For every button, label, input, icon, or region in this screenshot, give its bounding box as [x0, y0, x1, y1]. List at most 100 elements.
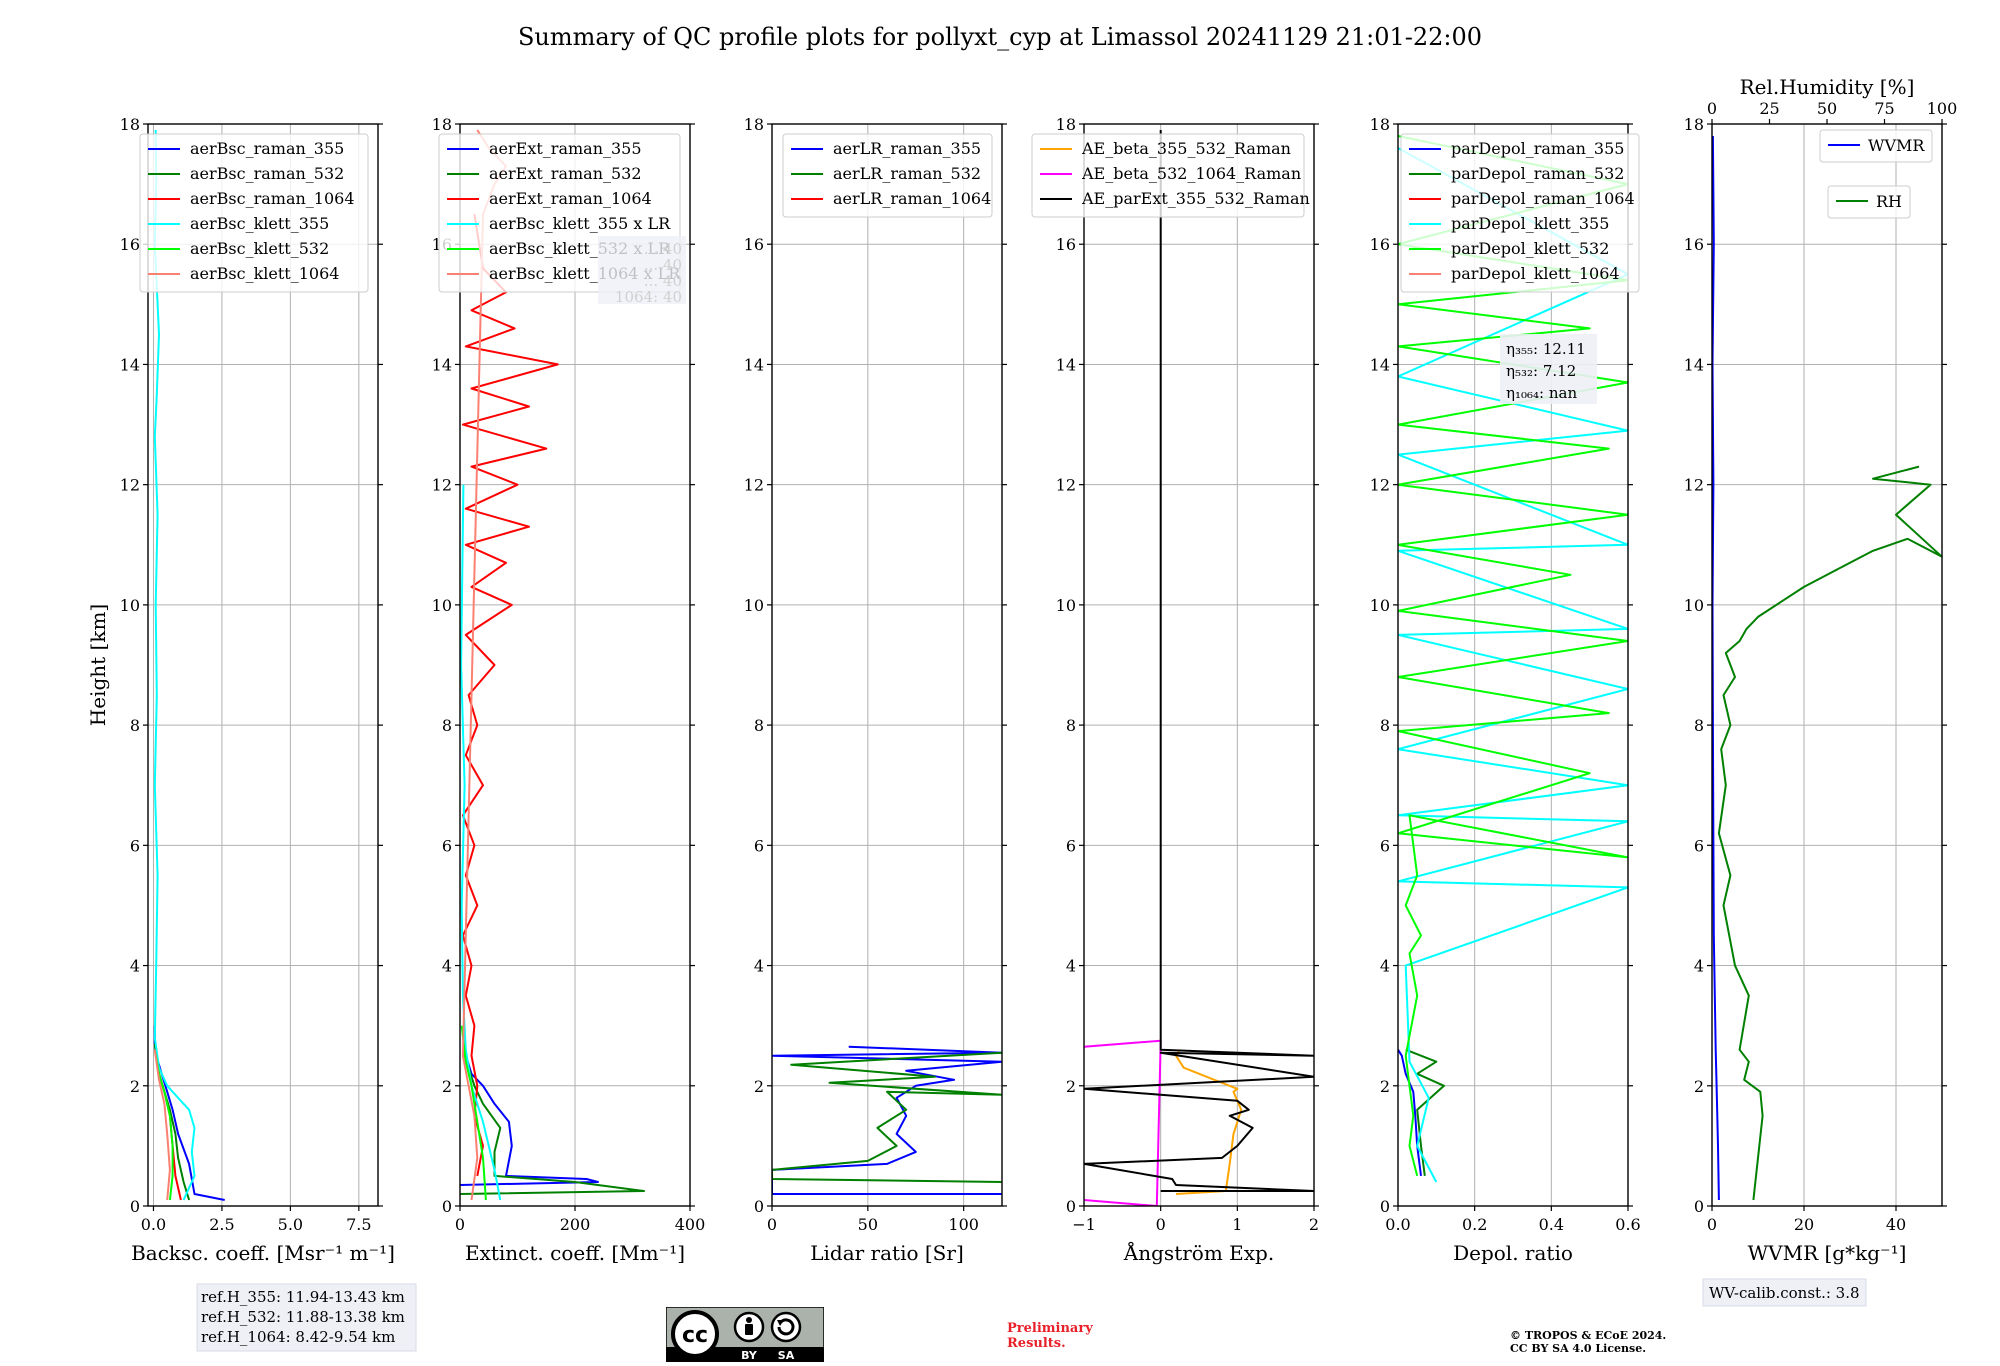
top-x-tick-label: 100: [1927, 99, 1958, 118]
legend-label: aerBsc_klett_355: [190, 214, 329, 233]
y-tick-label: 18: [1056, 115, 1076, 134]
series-pardepol-klett-532: [1398, 135, 1628, 1177]
series-group: [1712, 135, 1942, 1201]
annotation-box: [598, 236, 686, 304]
legend-label: aerBsc_klett_355 x LR: [489, 214, 671, 233]
svg-text:SA: SA: [778, 1349, 795, 1362]
legend-label: aerBsc_klett_1064: [190, 264, 339, 283]
y-tick-label: 0: [1694, 1197, 1704, 1216]
series-aerext-raman-1064: [461, 214, 559, 1177]
ref-height-1064: ref.H_1064: 8.42-9.54 km: [201, 1328, 395, 1346]
y-tick-label: 4: [130, 957, 140, 976]
legend-label: aerBsc_raman_532: [190, 164, 344, 183]
series-aerbsc-klett-1064: [153, 1049, 171, 1201]
annotation-line: η₁₀₆₄: nan: [1506, 384, 1577, 402]
x-tick-label: 0: [1707, 1215, 1717, 1234]
x-axis-label: Depol. ratio: [1453, 1241, 1573, 1265]
y-tick-label: 4: [1380, 957, 1390, 976]
y-tick-label: 0: [754, 1197, 764, 1216]
cc-icon: [671, 1310, 719, 1358]
y-tick-label: 8: [1380, 716, 1390, 735]
series-aerext-raman-355: [460, 1055, 599, 1186]
y-tick-label: 14: [1684, 355, 1704, 374]
legend-label: AE_parExt_355_532_Raman: [1081, 189, 1310, 208]
y-tick-label: 0: [1380, 1197, 1390, 1216]
eta-annotation: η₃₅₅: 12.11 η₅₃₂: 7.12 η₁₀₆₄: nan: [1500, 334, 1597, 404]
y-tick-label: 12: [432, 476, 452, 495]
plot-frame: [147, 123, 379, 1207]
series-aerlr-raman-532: [772, 1051, 1002, 1183]
y-tick-label: 16: [120, 235, 140, 254]
cc-by-sa-logo: cc BY SA: [665, 1306, 825, 1363]
x-axis-label: WVMR [g*kg⁻¹]: [1748, 1241, 1907, 1265]
legend-label: parDepol_raman_355: [1451, 139, 1624, 158]
x-tick-label: 0.4: [1539, 1215, 1564, 1234]
annotation-line: η₅₃₂: 7.12: [1506, 362, 1576, 380]
legend-box: [782, 133, 993, 218]
x-tick-label: 2: [1309, 1215, 1319, 1234]
series-aerlr-raman-355: [772, 1045, 1002, 1195]
y-tick-label: 6: [442, 836, 452, 855]
x-tick-label: 40: [1886, 1215, 1906, 1234]
legend-label: parDepol_klett_1064: [1451, 264, 1620, 283]
legend-label: aerLR_raman_532: [833, 164, 981, 183]
x-tick-label: 100: [948, 1215, 979, 1234]
y-tick-label: 12: [1056, 476, 1076, 495]
y-tick-label: 8: [442, 716, 452, 735]
plot-frame: [771, 123, 1003, 1207]
y-tick-label: 0: [130, 1197, 140, 1216]
x-tick-label: 20: [1794, 1215, 1814, 1234]
y-tick-label: 6: [130, 836, 140, 855]
legend-label: aerBsc_klett_532: [190, 239, 329, 258]
wv-calib-box: WV-calib.const.: 3.8: [1702, 1278, 1867, 1307]
x-tick-label: 400: [675, 1215, 706, 1234]
y-tick-label: 4: [754, 957, 764, 976]
series-pardepol-klett-355: [1398, 147, 1628, 1183]
x-tick-label: 7.5: [346, 1215, 371, 1234]
y-tick-label: 18: [1684, 115, 1704, 134]
y-tick-label: 2: [1380, 1077, 1390, 1096]
series-ae-parext-355-532-raman: [1084, 130, 1314, 1192]
svg-text:BY: BY: [741, 1349, 758, 1362]
y-tick-label: 2: [442, 1077, 452, 1096]
y-tick-label: 14: [432, 355, 452, 374]
legend-box: [1827, 185, 1911, 219]
y-tick-label: 18: [432, 115, 452, 134]
y-tick-label: 8: [130, 716, 140, 735]
y-tick-label: 18: [744, 115, 764, 134]
y-tick-label: 10: [432, 596, 452, 615]
x-tick-label: 2.5: [209, 1215, 234, 1234]
series-group: [772, 1045, 1002, 1195]
legend: AE_beta_355_532_Raman AE_beta_532_1064_Ra…: [1031, 133, 1310, 218]
y-tick-label: 14: [1056, 355, 1076, 374]
legend-label: parDepol_klett_355: [1451, 214, 1609, 233]
panel-3: 0 2 4 6 8 10 12 14 16 18 0 50 100 Lidar ratio [Sr] aer…: [744, 115, 1007, 1265]
sa-share-alike-icon: [770, 1311, 802, 1343]
x-tick-label: 0: [767, 1215, 777, 1234]
legend: aerBsc_raman_355 aerBsc_raman_532 aerBsc_r…: [139, 133, 369, 293]
legend: aerLR_raman_355 aerLR_raman_532 aerLR_rama…: [782, 133, 993, 218]
y-tick-label: 12: [1370, 476, 1390, 495]
legend-label: WVMR: [1868, 136, 1925, 155]
y-tick-label: 14: [1370, 355, 1390, 374]
legend-box: [139, 133, 369, 293]
y-tick-label: 6: [754, 836, 764, 855]
legend-label: AE_beta_532_1064_Raman: [1081, 164, 1301, 183]
y-tick-label: 16: [1684, 235, 1704, 254]
y-tick-label: 12: [120, 476, 140, 495]
top-x-tick-label: 75: [1874, 99, 1894, 118]
y-tick-label: 4: [1066, 957, 1076, 976]
y-tick-label: 4: [442, 957, 452, 976]
x-tick-label: 0: [1156, 1215, 1166, 1234]
annotation-line: ... 40: [644, 240, 682, 258]
x-tick-label: −1: [1072, 1215, 1096, 1234]
legend-label: AE_beta_355_532_Raman: [1081, 139, 1291, 158]
series-aerext-raman-532: [460, 1049, 645, 1195]
y-tick-label: 0: [442, 1197, 452, 1216]
legend-label: aerLR_raman_1064: [833, 189, 991, 208]
top-x-tick-label: 0: [1707, 99, 1717, 118]
y-tick-label: 14: [120, 355, 140, 374]
